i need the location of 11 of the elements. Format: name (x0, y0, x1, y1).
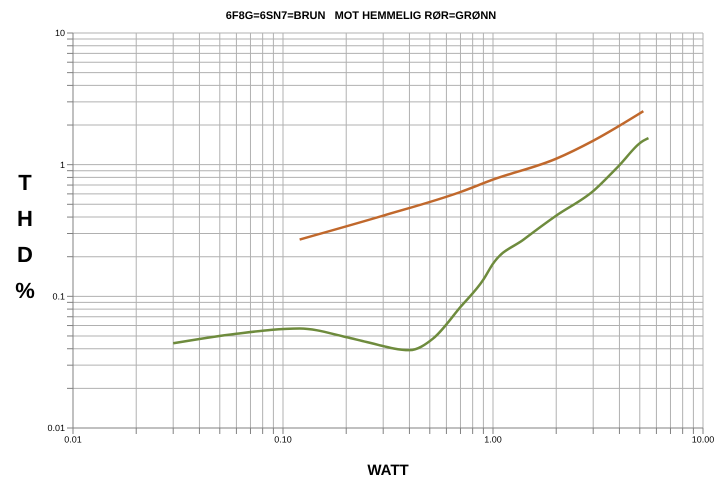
x-tick-label: 1.00 (484, 434, 502, 444)
y-tick-label: 0.1 (52, 292, 65, 302)
x-tick-label: 0.01 (64, 434, 82, 444)
x-axis-title: WATT (367, 462, 409, 477)
x-tick-label: 10.00 (692, 434, 714, 444)
y-tick-label: 10 (54, 28, 65, 38)
chart-title: 6F8G=6SN7=BRUN MOT HEMMELIG RØR=GRØNN (224, 10, 498, 22)
x-tick-label: 0.10 (274, 434, 292, 444)
y-tick-label: 1 (60, 160, 65, 170)
y-tick-label: 0.01 (47, 423, 65, 434)
y-axis-title: THD% (15, 170, 35, 303)
